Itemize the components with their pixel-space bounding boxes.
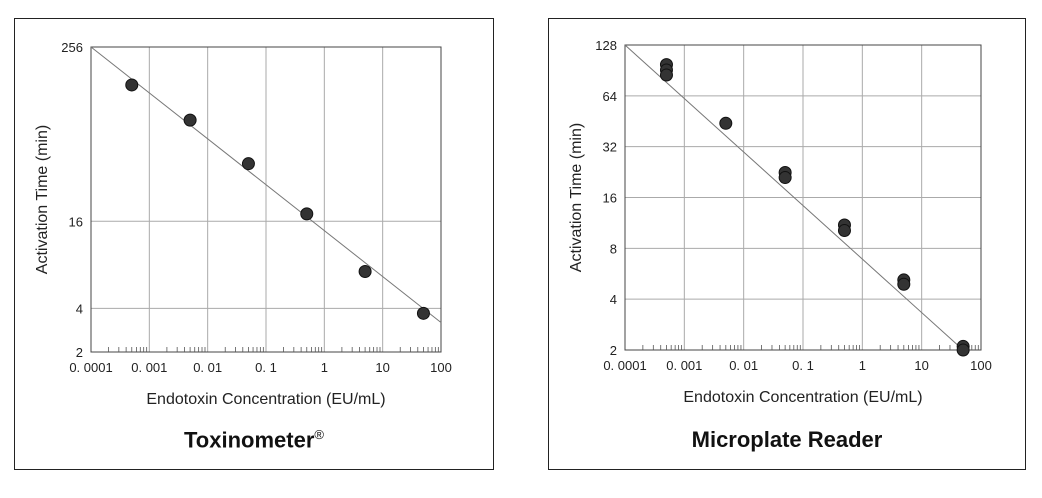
data-point — [416, 306, 430, 320]
y-axis-label: Activation Time (min) — [34, 125, 51, 274]
x-tick-label: 0. 01 — [193, 360, 222, 375]
data-point — [125, 78, 139, 92]
y-tick-label: 2 — [76, 345, 83, 360]
plot-frame — [624, 44, 982, 351]
y-tick-label: 16 — [603, 191, 617, 206]
chart-panel-microplate-reader: 0. 0001 0. 001 0. 01 0. 1 1 10 100 2 4 8 16 32 64 128… — [548, 18, 1026, 470]
y-tick-label: 2 — [610, 343, 617, 358]
data-point — [241, 157, 255, 171]
x-tick-label: 10 — [914, 358, 928, 373]
data-point — [358, 264, 372, 278]
chart-caption: Microplate Reader — [549, 427, 1025, 453]
data-point — [719, 116, 733, 130]
x-tick-label: 0. 0001 — [603, 358, 646, 373]
chart-toxinometer: 0. 0001 0. 001 0. 01 0. 1 1 10 100 2 4 16 256 Endot… — [34, 40, 452, 408]
data-point — [956, 343, 970, 357]
x-tick-label: 0. 1 — [255, 360, 277, 375]
y-tick-label: 128 — [595, 38, 617, 53]
registered-mark: ® — [314, 427, 324, 442]
x-tick-label: 0. 0001 — [69, 360, 112, 375]
chart-caption: Toxinometer® — [15, 427, 493, 453]
x-axis-label: Endotoxin Concentration (EU/mL) — [683, 389, 922, 406]
x-tick-label: 0. 1 — [792, 358, 814, 373]
data-point — [659, 68, 673, 82]
data-point — [300, 207, 314, 221]
x-tick-label: 0. 001 — [131, 360, 167, 375]
chart-microplate-reader: 0. 0001 0. 001 0. 01 0. 1 1 10 100 2 4 8 16 32 64 128… — [568, 38, 992, 406]
data-point — [183, 113, 197, 127]
x-tick-label: 1 — [859, 358, 866, 373]
plot-frame — [90, 46, 442, 353]
y-tick-label: 64 — [603, 89, 617, 104]
y-tick-label: 256 — [61, 40, 83, 55]
regression-line — [624, 44, 964, 351]
x-tick-label: 0. 001 — [666, 358, 702, 373]
x-tick-label: 100 — [970, 358, 992, 373]
caption-text: Microplate Reader — [691, 427, 883, 452]
data-point — [778, 171, 792, 185]
y-tick-label: 8 — [610, 241, 617, 256]
data-point — [897, 277, 911, 291]
y-axis-label: Activation Time (min) — [568, 123, 585, 272]
data-point — [837, 224, 851, 238]
x-axis-label: Endotoxin Concentration (EU/mL) — [146, 391, 385, 408]
caption-text: Toxinometer — [184, 427, 315, 453]
x-tick-label: 100 — [430, 360, 452, 375]
regression-line — [90, 46, 442, 323]
x-tick-label: 10 — [375, 360, 389, 375]
y-tick-label: 4 — [610, 292, 617, 307]
y-tick-label: 32 — [603, 140, 617, 155]
y-tick-label: 4 — [76, 301, 83, 316]
y-tick-label: 16 — [69, 214, 83, 229]
x-tick-label: 0. 01 — [729, 358, 758, 373]
x-tick-label: 1 — [321, 360, 328, 375]
chart-panel-toxinometer: 0. 0001 0. 001 0. 01 0. 1 1 10 100 2 4 16 256 Endot… — [14, 18, 494, 470]
